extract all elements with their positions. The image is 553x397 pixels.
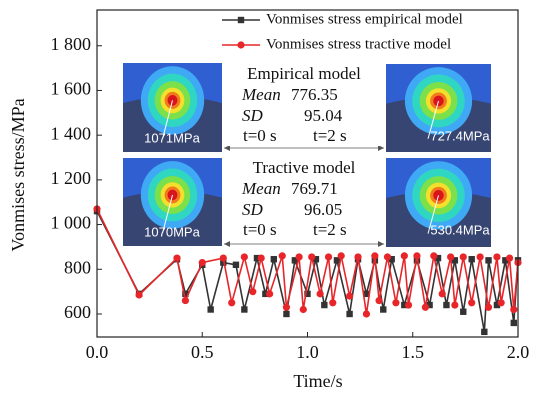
- marker: [468, 299, 475, 306]
- legend-label: Vonmises stress empirical model: [266, 11, 463, 27]
- y-tick-label: 1 400: [51, 123, 92, 143]
- mean-value: 776.35: [291, 85, 338, 104]
- marker: [283, 304, 290, 311]
- marker: [249, 288, 256, 295]
- x-axis-label: Time/s: [293, 371, 342, 391]
- mean-value: 769.71: [291, 179, 338, 198]
- sd-value: 95.04: [304, 106, 343, 125]
- marker: [493, 253, 500, 260]
- marker: [447, 253, 454, 260]
- t0-label: t=0 s: [243, 126, 277, 145]
- marker: [430, 252, 437, 259]
- legend: Vonmises stress empirical model Vonmises …: [222, 11, 463, 52]
- stress-t2: 530.4MPa: [430, 222, 490, 237]
- marker: [241, 253, 248, 260]
- marker: [237, 41, 244, 48]
- marker: [498, 299, 505, 306]
- x-tick-label: 0.5: [191, 342, 214, 362]
- marker: [375, 297, 382, 304]
- marker: [283, 311, 289, 317]
- marker: [468, 256, 474, 262]
- mean-label: Mean: [241, 179, 281, 198]
- marker: [295, 253, 302, 260]
- t0-label: t=0 s: [243, 220, 277, 239]
- stress-t0: 1070MPa: [144, 224, 200, 239]
- marker: [266, 290, 273, 297]
- marker: [511, 320, 517, 326]
- marker: [136, 291, 143, 298]
- y-tick-label: 1 800: [51, 34, 92, 54]
- marker: [384, 253, 391, 260]
- legend-label: Vonmises stress tractive model: [266, 36, 451, 52]
- marker: [460, 253, 467, 260]
- marker: [258, 254, 265, 261]
- marker: [485, 304, 492, 311]
- marker: [325, 253, 332, 260]
- sd-value: 96.05: [304, 200, 342, 219]
- marker: [405, 301, 412, 308]
- y-tick-label: 1 600: [51, 79, 92, 99]
- x-tick-label: 2.0: [507, 342, 530, 362]
- y-tick-label: 1 000: [51, 213, 92, 233]
- marker: [477, 253, 484, 260]
- marker: [363, 310, 370, 317]
- marker: [401, 252, 408, 259]
- marker: [329, 299, 336, 306]
- marker: [308, 253, 315, 260]
- marker: [346, 292, 353, 299]
- marker: [241, 306, 247, 312]
- stress-t2: 727.4MPa: [430, 128, 490, 143]
- stress-contour: [168, 95, 178, 106]
- y-tick-label: 800: [64, 257, 91, 277]
- marker: [460, 309, 466, 315]
- marker: [481, 329, 487, 335]
- marker: [413, 252, 420, 259]
- marker: [485, 257, 491, 263]
- x-tick-label: 0.0: [86, 342, 109, 362]
- t2-label: t=2 s: [313, 220, 347, 239]
- marker: [451, 301, 458, 308]
- marker: [338, 252, 345, 259]
- marker: [321, 302, 327, 308]
- sd-label: SD: [242, 200, 264, 219]
- marker: [220, 254, 227, 261]
- marker: [317, 290, 324, 297]
- inset-title: Tractive model: [253, 158, 356, 177]
- stress-t0: 1071MPa: [144, 130, 200, 145]
- marker: [173, 254, 180, 261]
- marker: [392, 299, 399, 306]
- marker: [207, 306, 213, 312]
- marker: [510, 306, 517, 313]
- x-tick-label: 1.5: [402, 342, 425, 362]
- marker: [354, 253, 361, 260]
- t2-label: t=2 s: [313, 126, 347, 145]
- marker: [233, 262, 239, 268]
- y-tick-label: 600: [64, 302, 91, 322]
- inset-title: Empirical model: [247, 64, 361, 83]
- marker: [422, 304, 429, 311]
- sd-label: SD: [242, 106, 264, 125]
- marker: [238, 17, 244, 23]
- x-tick-label: 1.0: [296, 342, 319, 362]
- y-tick-label: 1 200: [51, 168, 92, 188]
- marker: [443, 302, 449, 308]
- marker: [279, 252, 286, 259]
- marker: [439, 290, 446, 297]
- marker: [371, 252, 378, 259]
- mean-label: Mean: [241, 85, 281, 104]
- marker: [199, 259, 206, 266]
- marker: [300, 306, 307, 313]
- marker: [380, 306, 386, 312]
- marker: [271, 256, 277, 262]
- insets: Empirical model Mean 776.35 SD 95.04 t=0 s t=2…: [123, 63, 491, 247]
- y-axis-label: Vonmises stress/MPa: [8, 98, 28, 251]
- marker: [182, 297, 189, 304]
- marker: [506, 254, 513, 261]
- marker: [346, 311, 352, 317]
- marker: [228, 299, 235, 306]
- chart: Time/s Vonmises stress/MPa Empirical mod…: [0, 0, 553, 397]
